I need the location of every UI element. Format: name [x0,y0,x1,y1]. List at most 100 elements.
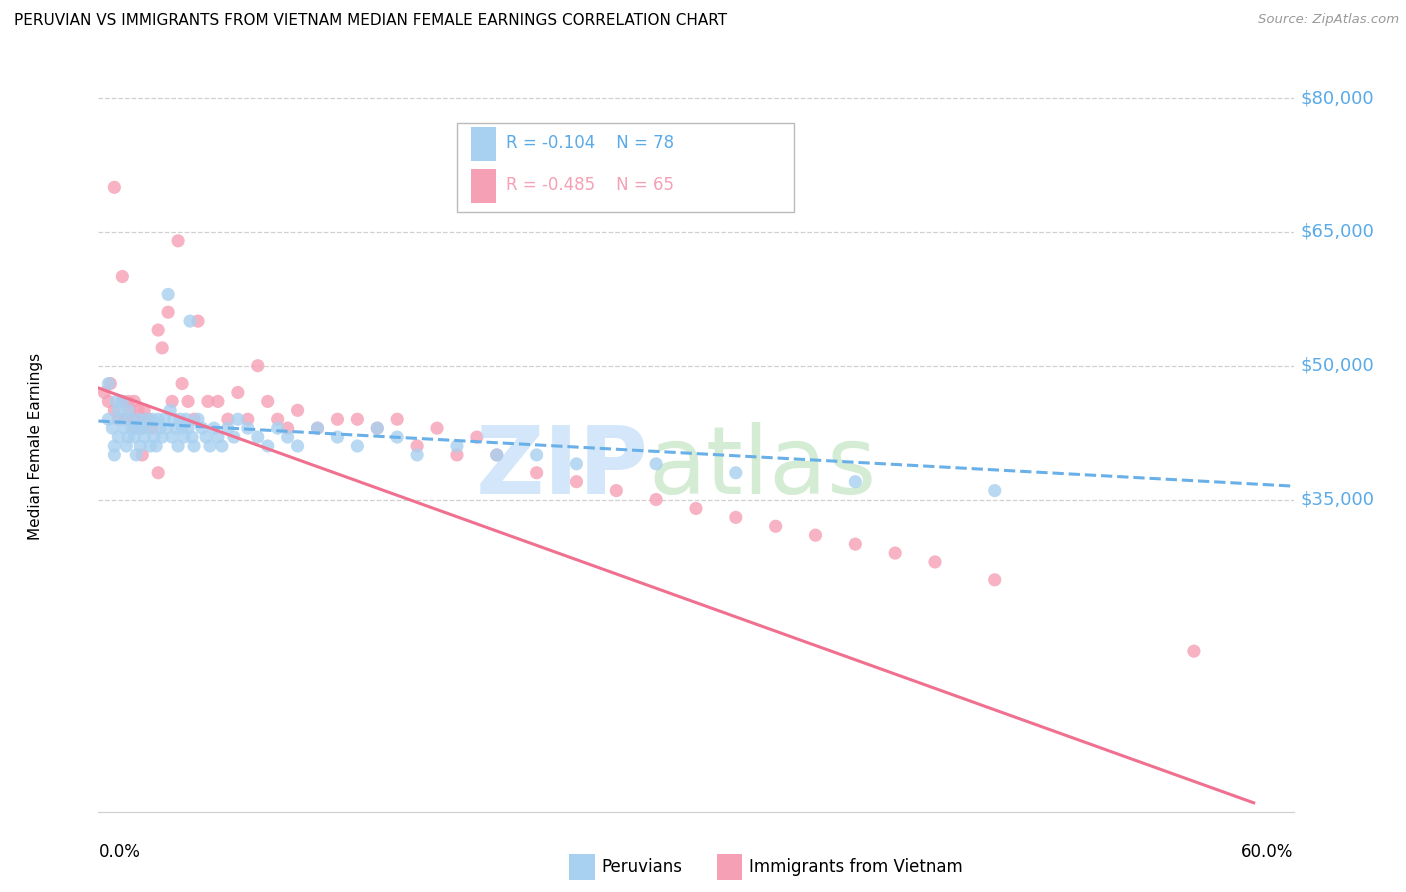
Point [465,430,488,444]
Point [105,394,128,409]
Point [173,430,195,444]
Text: $80,000: $80,000 [1301,89,1374,107]
Point [187,314,209,328]
Point [194,430,218,444]
Point [117,430,139,444]
Point [256,394,278,409]
Text: 0.0%: 0.0% [98,843,141,861]
Point [222,430,245,444]
Point [198,439,221,453]
Point [174,412,197,426]
Point [183,412,205,426]
Point [983,483,1005,498]
Point [149,421,172,435]
Point [226,385,249,400]
Point [346,412,368,426]
Text: R = -0.104    N = 78: R = -0.104 N = 78 [506,135,675,153]
Point [143,430,166,444]
Point [645,457,668,471]
Point [226,412,249,426]
Point [307,421,329,435]
Point [924,555,946,569]
Point [134,403,156,417]
Point [107,403,129,417]
Point [115,439,138,453]
Point [804,528,827,542]
Point [107,412,129,426]
Point [326,412,349,426]
Point [97,394,120,409]
Point [169,412,191,426]
Point [326,430,349,444]
Point [124,394,146,409]
Point [129,439,152,453]
Point [150,430,173,444]
Point [172,376,194,391]
Point [153,412,176,426]
Point [131,421,153,435]
Point [217,412,239,426]
Point [236,412,259,426]
Point [406,439,429,453]
Point [103,448,125,462]
Point [97,412,120,426]
Point [141,412,163,426]
Point [120,412,142,426]
Point [103,403,125,417]
Point [287,403,309,417]
Point [148,323,170,337]
Text: PERUVIAN VS IMMIGRANTS FROM VIETNAM MEDIAN FEMALE EARNINGS CORRELATION CHART: PERUVIAN VS IMMIGRANTS FROM VIETNAM MEDI… [14,13,727,29]
Point [406,448,429,462]
Point [121,421,143,435]
Point [177,394,200,409]
Point [157,287,180,301]
Point [127,421,149,435]
Point [148,466,170,480]
Point [127,412,149,426]
Point [141,421,163,435]
Text: atlas: atlas [648,422,876,514]
Point [844,537,866,551]
Point [167,439,190,453]
Point [148,412,170,426]
Point [139,439,162,453]
Text: $35,000: $35,000 [1301,491,1375,508]
Point [526,448,548,462]
Point [135,412,157,426]
Point [685,501,707,516]
Point [446,439,468,453]
Point [426,421,449,435]
Point [124,430,146,444]
Point [124,421,146,435]
Point [155,421,177,435]
Point [485,448,508,462]
Point [565,475,588,489]
Point [346,439,368,453]
Point [605,483,627,498]
Point [159,403,181,417]
Point [844,475,866,489]
Point [191,421,214,435]
Point [110,412,132,426]
Point [121,412,143,426]
Point [724,510,747,524]
Text: Immigrants from Vietnam: Immigrants from Vietnam [749,858,963,876]
Point [117,403,139,417]
Point [103,180,125,194]
Point [98,376,122,391]
Point [236,421,259,435]
Point [366,421,388,435]
Point [129,412,152,426]
Point [112,412,135,426]
Point [277,421,299,435]
Point [385,412,409,426]
Point [97,376,120,391]
Text: Median Female Earnings: Median Female Earnings [28,352,42,540]
Point [277,430,299,444]
Point [183,439,205,453]
Point [131,421,153,435]
Point [211,439,233,453]
Point [1182,644,1205,658]
Point [645,492,668,507]
Point [983,573,1005,587]
